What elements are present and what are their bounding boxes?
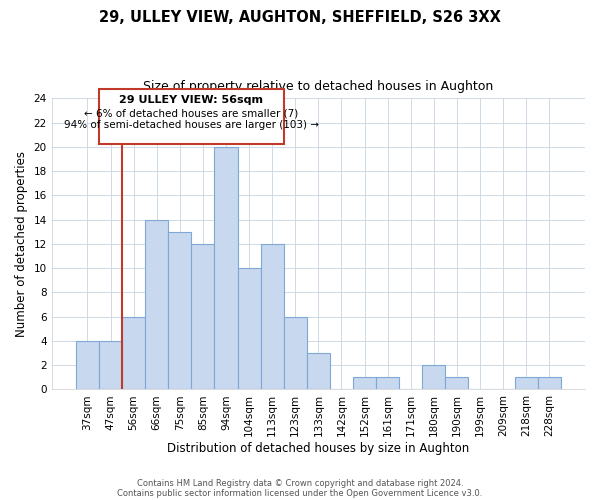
Bar — [376, 378, 399, 390]
Text: 29 ULLEY VIEW: 56sqm: 29 ULLEY VIEW: 56sqm — [119, 94, 263, 104]
Bar — [307, 353, 330, 390]
Bar — [260, 244, 284, 390]
Bar — [191, 244, 214, 390]
Bar — [122, 316, 145, 390]
Bar — [284, 316, 307, 390]
Text: 94% of semi-detached houses are larger (103) →: 94% of semi-detached houses are larger (… — [64, 120, 319, 130]
Text: 29, ULLEY VIEW, AUGHTON, SHEFFIELD, S26 3XX: 29, ULLEY VIEW, AUGHTON, SHEFFIELD, S26 … — [99, 10, 501, 25]
Bar — [168, 232, 191, 390]
Y-axis label: Number of detached properties: Number of detached properties — [15, 151, 28, 337]
Bar — [99, 341, 122, 390]
Bar — [353, 378, 376, 390]
Bar — [445, 378, 469, 390]
Bar — [76, 341, 99, 390]
Text: ← 6% of detached houses are smaller (7): ← 6% of detached houses are smaller (7) — [84, 108, 298, 118]
Bar — [538, 378, 561, 390]
Bar — [515, 378, 538, 390]
Title: Size of property relative to detached houses in Aughton: Size of property relative to detached ho… — [143, 80, 493, 93]
Bar — [238, 268, 260, 390]
Bar — [145, 220, 168, 390]
Bar — [422, 365, 445, 390]
X-axis label: Distribution of detached houses by size in Aughton: Distribution of detached houses by size … — [167, 442, 469, 455]
Text: Contains HM Land Registry data © Crown copyright and database right 2024.: Contains HM Land Registry data © Crown c… — [137, 478, 463, 488]
Text: Contains public sector information licensed under the Open Government Licence v3: Contains public sector information licen… — [118, 488, 482, 498]
Bar — [214, 147, 238, 390]
FancyBboxPatch shape — [99, 88, 284, 144]
